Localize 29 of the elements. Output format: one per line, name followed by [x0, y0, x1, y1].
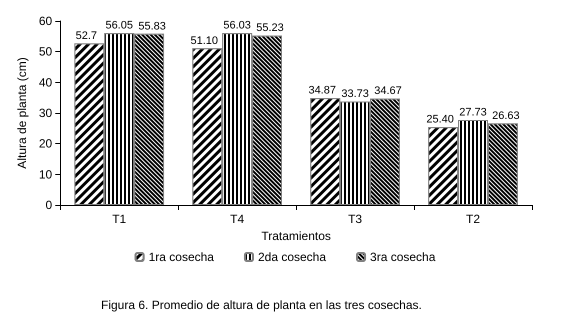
data-label: 33.73	[341, 88, 369, 100]
data-label: 51.10	[190, 34, 218, 47]
data-label: 56.05	[105, 20, 133, 32]
y-axis-title: Altura de planta (cm)	[15, 57, 29, 169]
y-tick-label: 10	[38, 167, 53, 182]
y-tick-label: 60	[38, 14, 53, 28]
data-label: 26.63	[492, 110, 520, 122]
data-label: 34.67	[374, 85, 402, 98]
y-tick-label: 50	[38, 44, 53, 59]
data-label: 56.03	[223, 20, 251, 32]
data-label: 34.87	[308, 84, 336, 97]
legend-label: 2da cosecha	[258, 250, 326, 264]
legend-label: 3ra cosecha	[370, 250, 436, 264]
y-tick-label: 40	[38, 75, 53, 90]
data-label: 52.7	[76, 30, 98, 42]
x-tick-label: T2	[466, 212, 480, 226]
data-label: 25.40	[426, 114, 454, 126]
y-tick-label: 20	[38, 136, 53, 151]
y-tick-label: 30	[38, 106, 53, 120]
x-tick-label: T1	[112, 212, 127, 226]
x-tick-label: T3	[348, 212, 362, 226]
data-label: 55.23	[256, 22, 284, 34]
y-tick-label: 0	[46, 198, 53, 212]
data-label: 27.73	[459, 106, 487, 118]
x-axis-title: Tratamientos	[261, 228, 331, 243]
x-tick-label: T4	[230, 212, 244, 226]
text: Figura 6. Promedio de altura de planta en las tres cosechas.	[101, 298, 422, 312]
legend-label: 1ra cosecha	[148, 250, 214, 264]
data-label: 55.83	[138, 20, 166, 32]
